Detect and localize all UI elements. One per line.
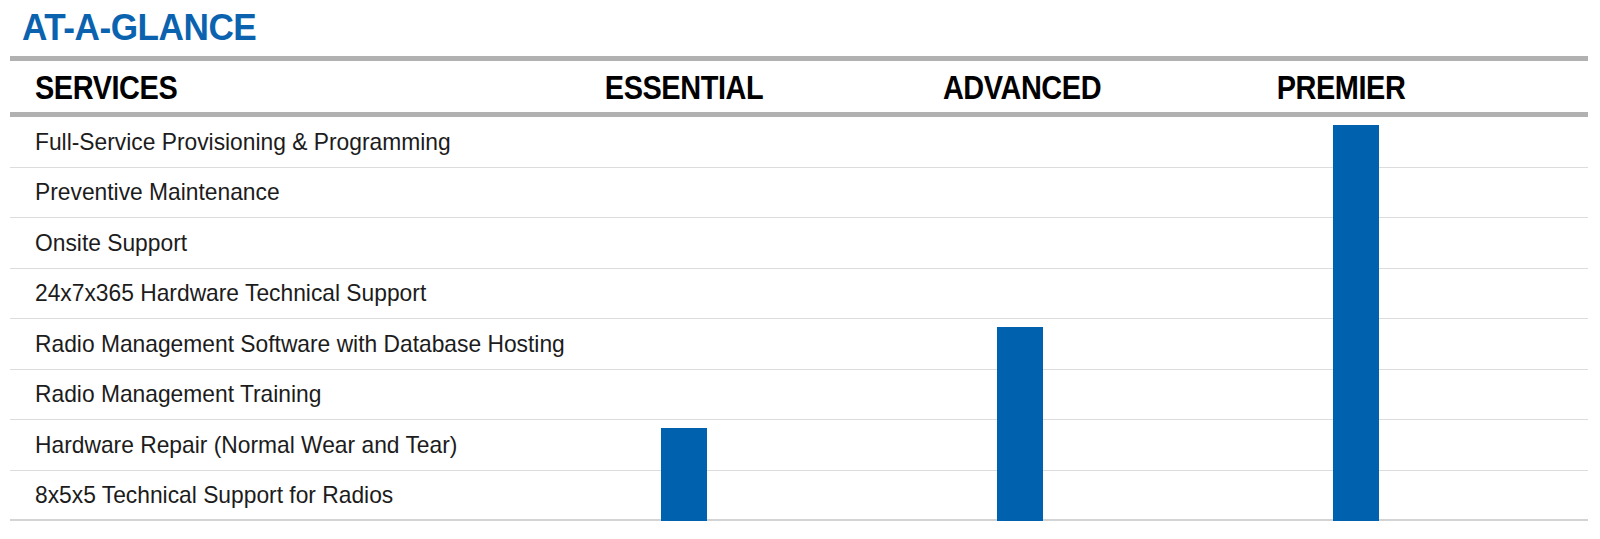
service-row-label: Hardware Repair (Normal Wear and Tear) — [35, 431, 457, 459]
service-row-label: 8x5x5 Technical Support for Radios — [35, 481, 393, 509]
service-row-label: Preventive Maintenance — [35, 178, 280, 206]
column-header-advanced: ADVANCED — [886, 64, 1158, 110]
service-row-label: Full-Service Provisioning & Programming — [35, 128, 451, 156]
column-header-services: SERVICES — [35, 64, 177, 110]
at-a-glance-page: { "page": { "title": "AT-A-GLANCE" }, "t… — [0, 0, 1600, 539]
coverage-bar-premier — [1333, 125, 1379, 521]
service-row-label: 24x7x365 Hardware Technical Support — [35, 279, 426, 307]
service-row-label: Radio Management Training — [35, 380, 321, 408]
column-header-premier: PREMIER — [1205, 64, 1477, 110]
column-header-essential: ESSENTIAL — [548, 64, 820, 110]
divider-rule-top — [10, 56, 1588, 61]
service-row-label: Radio Management Software with Database … — [35, 330, 565, 358]
service-row-label: Onsite Support — [35, 229, 187, 257]
page-title: AT-A-GLANCE — [22, 8, 256, 48]
coverage-bar-advanced — [997, 327, 1043, 521]
coverage-bar-essential — [661, 428, 707, 521]
